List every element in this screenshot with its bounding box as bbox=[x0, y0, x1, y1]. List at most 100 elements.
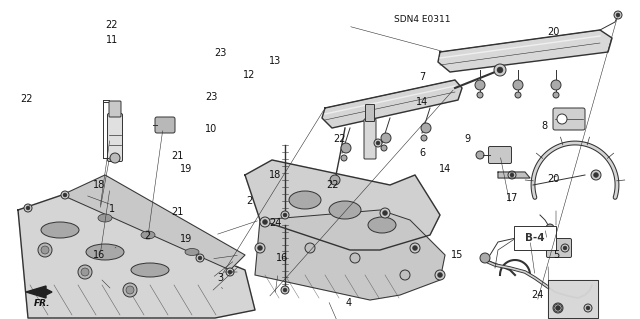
Circle shape bbox=[110, 153, 120, 163]
Circle shape bbox=[281, 211, 289, 219]
Circle shape bbox=[438, 272, 442, 278]
Text: 5: 5 bbox=[554, 250, 560, 260]
Circle shape bbox=[616, 13, 620, 17]
Circle shape bbox=[497, 67, 503, 73]
Circle shape bbox=[477, 92, 483, 98]
Circle shape bbox=[563, 246, 567, 250]
Text: B-4: B-4 bbox=[525, 233, 545, 243]
Text: 21: 21 bbox=[172, 151, 184, 161]
Circle shape bbox=[513, 80, 523, 90]
Text: 22: 22 bbox=[326, 180, 339, 190]
Text: 24: 24 bbox=[269, 218, 282, 228]
Circle shape bbox=[421, 123, 431, 133]
FancyBboxPatch shape bbox=[553, 108, 585, 130]
Circle shape bbox=[257, 246, 262, 250]
FancyBboxPatch shape bbox=[109, 101, 121, 117]
Circle shape bbox=[305, 243, 315, 253]
FancyBboxPatch shape bbox=[365, 105, 374, 122]
Text: 2: 2 bbox=[144, 231, 150, 241]
Text: 19: 19 bbox=[179, 164, 192, 174]
Polygon shape bbox=[18, 195, 255, 318]
Circle shape bbox=[494, 64, 506, 76]
Circle shape bbox=[508, 171, 516, 179]
Circle shape bbox=[480, 253, 490, 263]
Circle shape bbox=[196, 254, 204, 262]
Circle shape bbox=[38, 243, 52, 257]
Circle shape bbox=[123, 283, 137, 297]
FancyBboxPatch shape bbox=[108, 114, 122, 161]
Circle shape bbox=[283, 288, 287, 292]
Circle shape bbox=[553, 92, 559, 98]
Circle shape bbox=[126, 286, 134, 294]
Circle shape bbox=[350, 253, 360, 263]
Text: 13: 13 bbox=[269, 56, 282, 66]
Circle shape bbox=[421, 135, 427, 141]
Circle shape bbox=[374, 139, 382, 147]
FancyBboxPatch shape bbox=[514, 226, 556, 250]
Circle shape bbox=[63, 193, 67, 197]
Text: 23: 23 bbox=[205, 92, 218, 102]
Circle shape bbox=[435, 270, 445, 280]
Circle shape bbox=[556, 306, 560, 310]
Circle shape bbox=[383, 211, 387, 216]
Circle shape bbox=[546, 224, 554, 232]
Circle shape bbox=[614, 11, 622, 19]
Text: 23: 23 bbox=[214, 48, 227, 58]
Text: 8: 8 bbox=[541, 121, 547, 131]
Circle shape bbox=[198, 256, 202, 260]
Polygon shape bbox=[498, 172, 530, 178]
Text: 19: 19 bbox=[179, 234, 192, 244]
Text: SDN4 E0311: SDN4 E0311 bbox=[394, 15, 451, 24]
Text: 14: 14 bbox=[416, 97, 429, 107]
Ellipse shape bbox=[368, 217, 396, 233]
Text: 16: 16 bbox=[275, 253, 288, 263]
FancyBboxPatch shape bbox=[488, 146, 511, 164]
Circle shape bbox=[556, 306, 561, 310]
Text: 16: 16 bbox=[93, 250, 106, 260]
Circle shape bbox=[281, 286, 289, 294]
Circle shape bbox=[557, 114, 567, 124]
Ellipse shape bbox=[131, 263, 169, 277]
Polygon shape bbox=[255, 210, 445, 300]
Text: 2: 2 bbox=[246, 196, 253, 206]
Text: 17: 17 bbox=[506, 193, 518, 203]
Polygon shape bbox=[322, 80, 462, 128]
Circle shape bbox=[593, 173, 598, 177]
Circle shape bbox=[554, 304, 562, 312]
FancyBboxPatch shape bbox=[547, 239, 572, 257]
Circle shape bbox=[510, 173, 514, 177]
Ellipse shape bbox=[141, 231, 155, 239]
Text: 7: 7 bbox=[419, 71, 426, 82]
Text: 15: 15 bbox=[451, 250, 464, 260]
Circle shape bbox=[476, 151, 484, 159]
Circle shape bbox=[262, 219, 268, 225]
Ellipse shape bbox=[185, 249, 199, 256]
Circle shape bbox=[553, 303, 563, 313]
Circle shape bbox=[410, 243, 420, 253]
Text: 10: 10 bbox=[205, 124, 218, 134]
Circle shape bbox=[413, 246, 417, 250]
Text: 22: 22 bbox=[333, 134, 346, 144]
Circle shape bbox=[61, 191, 69, 199]
Circle shape bbox=[381, 145, 387, 151]
Text: 20: 20 bbox=[547, 174, 560, 184]
Text: 4: 4 bbox=[346, 298, 352, 308]
Circle shape bbox=[341, 155, 347, 161]
Polygon shape bbox=[438, 30, 612, 72]
Circle shape bbox=[283, 213, 287, 217]
Circle shape bbox=[380, 208, 390, 218]
Circle shape bbox=[24, 204, 32, 212]
Circle shape bbox=[41, 246, 49, 254]
Ellipse shape bbox=[98, 214, 112, 222]
Circle shape bbox=[400, 270, 410, 280]
Circle shape bbox=[260, 217, 270, 227]
Circle shape bbox=[515, 92, 521, 98]
Circle shape bbox=[26, 206, 30, 210]
FancyBboxPatch shape bbox=[364, 119, 376, 159]
Text: 9: 9 bbox=[464, 134, 470, 144]
Text: 24: 24 bbox=[531, 290, 544, 300]
Circle shape bbox=[381, 133, 391, 143]
Circle shape bbox=[586, 306, 590, 310]
Polygon shape bbox=[26, 286, 52, 298]
Ellipse shape bbox=[86, 244, 124, 260]
